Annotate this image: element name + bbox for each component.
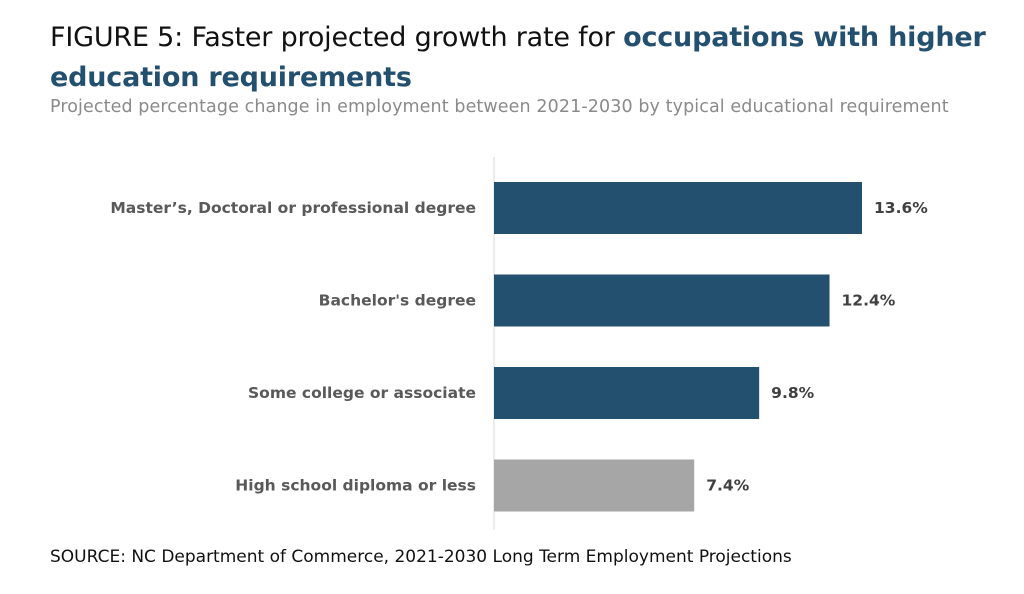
bar xyxy=(494,274,830,327)
source-note: SOURCE: NC Department of Commerce, 2021-… xyxy=(50,547,792,567)
category-label: Master’s, Doctoral or professional degre… xyxy=(110,199,476,217)
data-label: 9.8% xyxy=(771,384,814,402)
chart-title-highlight: occupations with higher education requir… xyxy=(50,22,986,93)
chart-subtitle: Projected percentage change in employmen… xyxy=(50,97,949,117)
category-label: Bachelor's degree xyxy=(319,292,476,310)
category-label: High school diploma or less xyxy=(235,477,476,495)
bar xyxy=(494,367,760,419)
chart-title-prefix: FIGURE 5: Faster projected growth rate f… xyxy=(50,22,624,53)
data-label: 13.6% xyxy=(874,199,928,217)
chart-title: FIGURE 5: Faster projected growth rate f… xyxy=(50,18,1010,98)
data-label: 12.4% xyxy=(842,292,896,310)
bar xyxy=(494,182,862,234)
category-label: Some college or associate xyxy=(248,384,476,402)
data-label: 7.4% xyxy=(706,477,749,495)
bar xyxy=(494,459,695,512)
